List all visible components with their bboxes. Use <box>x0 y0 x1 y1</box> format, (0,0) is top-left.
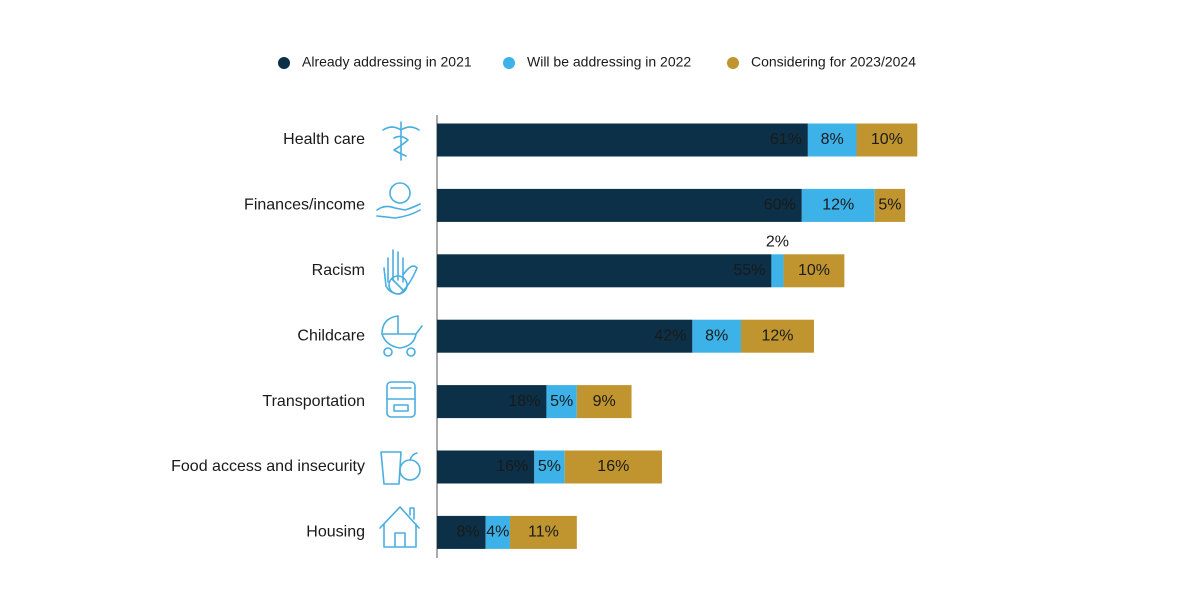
bar-segment <box>801 188 875 222</box>
bar-segment <box>485 515 510 549</box>
value-label: 42% <box>654 327 686 344</box>
bar-segment <box>771 254 784 288</box>
value-label: 18% <box>508 393 540 410</box>
value-label: 16% <box>597 458 629 475</box>
bar-segment <box>437 319 693 353</box>
value-label: 60% <box>764 197 796 214</box>
bar-segment <box>437 385 547 419</box>
value-label: 9% <box>593 393 616 410</box>
bar-segment <box>437 188 802 222</box>
value-label: 8% <box>705 327 728 344</box>
category-label: Housing <box>306 524 365 541</box>
value-label: 10% <box>798 262 830 279</box>
value-label: 11% <box>528 524 559 541</box>
legend-marker <box>278 57 290 69</box>
legend-label: Will be addressing in 2022 <box>527 54 691 70</box>
bar-segment <box>546 385 577 419</box>
bar-segment <box>576 385 632 419</box>
bar-segment <box>783 254 845 288</box>
legend-marker <box>727 57 739 69</box>
bar-segment <box>509 515 577 549</box>
value-label: 55% <box>733 262 765 279</box>
bar-segment <box>437 254 772 288</box>
bar-segment <box>437 450 535 484</box>
food-icon <box>380 451 421 485</box>
category-label: Racism <box>312 262 365 279</box>
category-label: Transportation <box>262 393 365 410</box>
value-label: 12% <box>822 197 854 214</box>
value-label: 61% <box>770 131 802 148</box>
category-label: Food access and insecurity <box>171 458 365 475</box>
bar-segment <box>856 123 918 157</box>
bar-segment <box>437 123 808 157</box>
value-label: 5% <box>538 458 561 475</box>
category-label: Childcare <box>297 327 365 344</box>
value-label: 8% <box>821 131 844 148</box>
hand-icon <box>383 249 418 295</box>
bar-segment <box>692 319 741 353</box>
bus-icon <box>386 381 416 418</box>
category-label: Finances/income <box>244 197 365 214</box>
value-label: 16% <box>496 458 528 475</box>
stroller-icon <box>381 315 423 357</box>
house-icon <box>379 506 420 548</box>
bar-segment <box>437 515 486 549</box>
finance-icon <box>376 182 421 219</box>
legend-label: Already addressing in 2021 <box>302 54 472 70</box>
bar-segment <box>807 123 857 157</box>
legend-marker <box>503 57 515 69</box>
value-label: 10% <box>871 131 903 148</box>
value-label: 12% <box>761 327 793 344</box>
category-label: Health care <box>283 131 365 148</box>
legend-label: Considering for 2023/2024 <box>751 54 916 70</box>
value-label: 4% <box>486 524 509 541</box>
bar-segment <box>874 188 906 222</box>
value-label: 8% <box>457 524 480 541</box>
bar-segment <box>534 450 565 484</box>
icons <box>376 121 423 548</box>
bar-segment <box>741 319 814 353</box>
bar-segment <box>564 450 662 484</box>
value-label: 5% <box>550 393 573 410</box>
health-icon <box>382 121 420 161</box>
value-label: 5% <box>878 197 901 214</box>
value-label: 2% <box>766 234 789 251</box>
